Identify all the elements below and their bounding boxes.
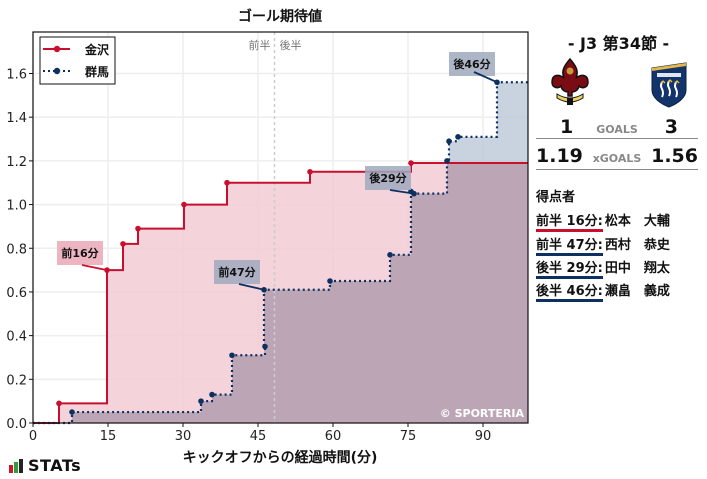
shot-marker xyxy=(209,391,215,398)
scorer-minute: 前半 16分: xyxy=(536,214,603,232)
chart-title: ゴール期待値 xyxy=(238,9,322,25)
home-goals: 1 xyxy=(560,116,574,138)
away-goals: 3 xyxy=(664,116,678,138)
shot-marker xyxy=(446,138,452,145)
x-tick-label: 15 xyxy=(100,429,117,444)
gunma-crest-icon xyxy=(651,62,687,108)
shot-marker xyxy=(135,225,141,232)
shot-marker xyxy=(327,278,333,284)
scorer-name: 松本 大輔 xyxy=(604,214,670,229)
y-tick-label: 0.2 xyxy=(6,373,27,388)
shot-marker xyxy=(387,252,393,258)
shot-marker xyxy=(198,398,204,404)
shot-marker xyxy=(224,179,230,186)
xgoals-label: xGOALS xyxy=(592,152,642,165)
y-tick-label: 1.2 xyxy=(6,155,27,170)
x-tick-label: 60 xyxy=(325,429,342,444)
scorer-row: 前半 47分: 西村 恭史 xyxy=(536,234,670,256)
x-tick-label: 90 xyxy=(475,429,492,444)
goal-annotation-label: 後29分 xyxy=(369,171,406,185)
brand-name: STATs xyxy=(28,456,82,475)
overlap-fill xyxy=(33,163,528,423)
scorer-minute: 後半 29分: xyxy=(536,261,603,279)
legend-label: 群馬 xyxy=(84,64,109,79)
shot-marker xyxy=(261,286,267,293)
bar-chart-icon xyxy=(9,458,23,473)
goal-annotation-box xyxy=(214,260,260,284)
shot-marker xyxy=(181,201,187,208)
goal-annotation-label: 後46分 xyxy=(453,57,490,71)
kanazawa-crest-icon xyxy=(551,58,589,105)
y-tick-label: 1.0 xyxy=(6,199,27,214)
stats-logo: STATs xyxy=(9,456,81,475)
xgoals-row: 1.19 xGOALS 1.56 xyxy=(536,145,698,170)
scorer-row: 前半 16分: 松本 大輔 xyxy=(536,210,670,232)
shot-marker xyxy=(229,352,235,359)
shot-marker xyxy=(455,134,461,140)
goal-annotation-box xyxy=(57,241,103,265)
y-tick-label: 0.4 xyxy=(6,330,27,345)
annotation-pointer xyxy=(81,264,108,271)
shot-marker xyxy=(408,160,414,166)
watermark: © SPORTERIA xyxy=(440,407,525,420)
legend-label: 金沢 xyxy=(84,42,110,57)
scorer-minute: 後半 46分: xyxy=(536,284,603,302)
legend-marker xyxy=(53,45,61,53)
goals-label: GOALS xyxy=(596,123,638,136)
home-xg: 1.19 xyxy=(536,145,583,167)
scorer-name: 西村 恭史 xyxy=(604,238,670,253)
annotation-pointer xyxy=(473,71,498,84)
goal-annotation-box xyxy=(449,52,495,76)
goal-annotation-label: 前47分 xyxy=(218,265,255,279)
scorer-minute: 前半 47分: xyxy=(536,238,603,256)
scorer-name: 瀬畠 義成 xyxy=(604,284,670,299)
shot-marker xyxy=(262,343,268,350)
plot-frame xyxy=(32,31,529,424)
x-tick-label: 0 xyxy=(29,429,37,444)
x-tick-label: 45 xyxy=(250,429,267,444)
scorer-name: 田中 翔太 xyxy=(604,261,670,276)
shot-marker xyxy=(69,409,75,415)
shot-marker xyxy=(120,241,126,247)
scorer-row: 後半 46分: 瀬畠 義成 xyxy=(536,280,670,302)
legend-box xyxy=(39,36,116,85)
y-tick-label: 0.6 xyxy=(6,286,27,301)
goal-annotation-box xyxy=(365,166,411,190)
shot-marker xyxy=(307,168,313,175)
x-tick-label: 30 xyxy=(175,429,192,444)
second-half-label: 後半 xyxy=(280,38,302,52)
x-tick-label: 75 xyxy=(400,429,417,444)
annotation-pointer xyxy=(238,283,265,291)
y-tick-label: 1.4 xyxy=(6,111,27,126)
shot-marker xyxy=(444,158,450,164)
goals-row: 1 GOALS 3 xyxy=(536,116,698,139)
x-axis-label: キックオフからの経過時間(分) xyxy=(182,450,378,466)
round-title: - J3 第34節 - xyxy=(567,34,670,53)
y-tick-label: 0.0 xyxy=(6,417,27,432)
scorers-heading: 得点者 xyxy=(536,190,576,205)
away-xg: 1.56 xyxy=(651,145,698,167)
goal-annotation-label: 前16分 xyxy=(61,246,98,260)
annotation-pointer xyxy=(389,189,415,195)
shot-marker xyxy=(56,400,62,407)
legend-marker xyxy=(53,67,61,75)
y-tick-label: 1.6 xyxy=(6,68,27,83)
y-tick-label: 0.8 xyxy=(6,242,27,257)
scorer-row: 後半 29分: 田中 翔太 xyxy=(536,257,670,279)
first-half-label: 前半 xyxy=(249,38,271,52)
series-line xyxy=(33,162,528,424)
